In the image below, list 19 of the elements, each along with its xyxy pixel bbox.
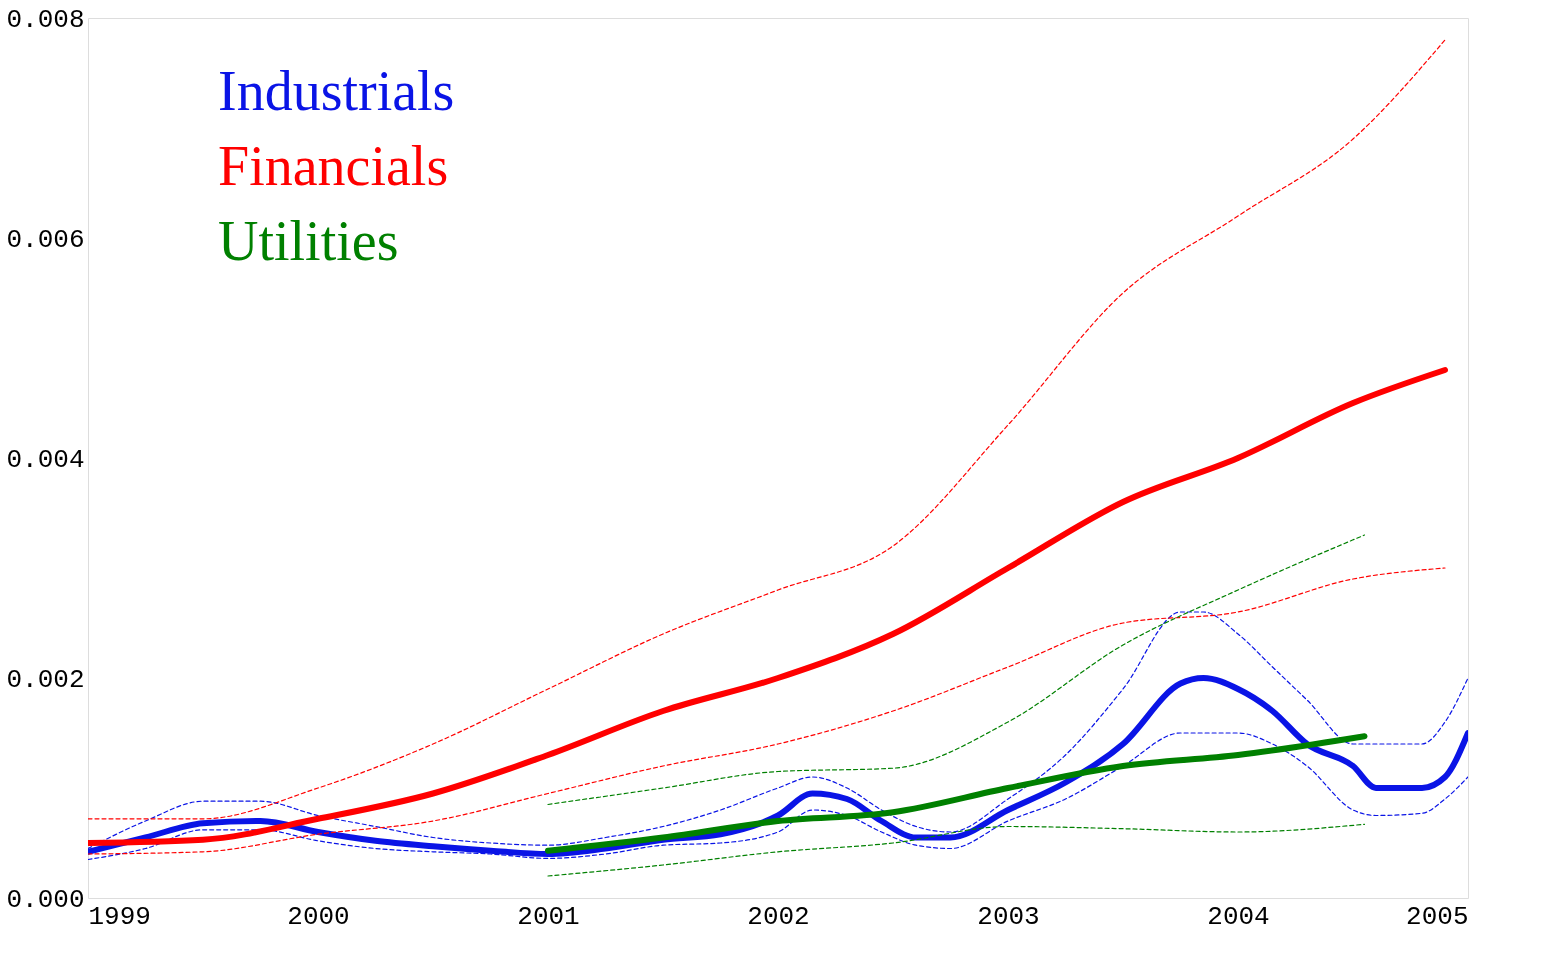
text: Financials	[218, 135, 449, 197]
line-series	[88, 39, 1446, 820]
y-tick-label: 0.000	[6, 884, 85, 915]
x-tick-label: 2005	[1406, 901, 1469, 932]
x-tick-label: 2001	[517, 901, 580, 932]
text: Industrials	[218, 60, 455, 122]
y-tick-label: 0.002	[6, 664, 85, 695]
line-series	[88, 567, 1446, 855]
x-tick-label: 2004	[1207, 901, 1270, 932]
y-tick-label: 0.006	[6, 224, 85, 255]
y-tick-label: 0.004	[6, 444, 85, 475]
line-series	[547, 823, 1366, 877]
text: Utilities	[218, 210, 399, 272]
x-tick-label: 2002	[747, 901, 810, 932]
x-tick-label: 2000	[287, 901, 350, 932]
x-tick-label: 2003	[977, 901, 1040, 932]
y-tick-label: 0.008	[6, 4, 85, 35]
x-tick-label: 1999	[88, 901, 151, 932]
line-series	[547, 534, 1366, 806]
